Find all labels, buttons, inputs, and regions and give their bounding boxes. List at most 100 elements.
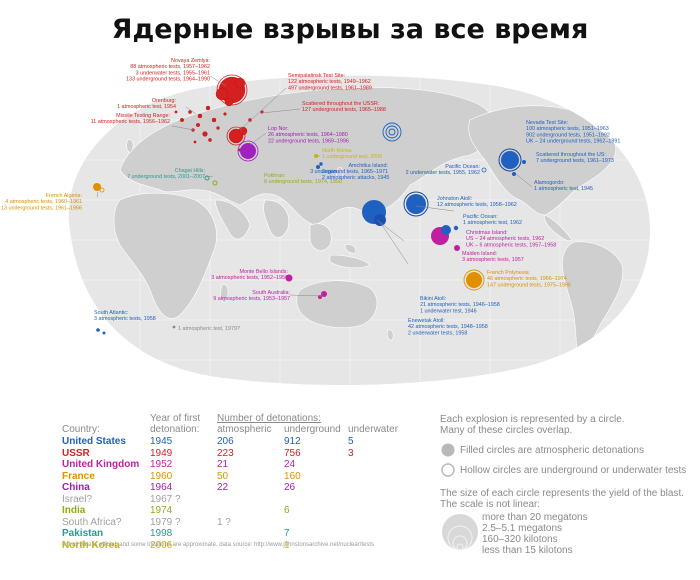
map-label-line: 1 atmospheric test, 1962 — [463, 220, 522, 226]
legend-intro-1: Each explosion is represented by a circl… — [440, 414, 625, 425]
underground-cell: 26 — [284, 482, 296, 493]
map-label-line: 122 atmospheric tests, 1949–1962 — [288, 79, 371, 85]
year-cell: 1945 — [150, 436, 173, 447]
map-label-line: 2 atmospheric attacks, 1945 — [322, 175, 389, 181]
map-label-line: UK – 6 atmospheric tests, 1957–1958 — [466, 242, 556, 248]
map-label: Japan: 2 atmospheric attacks, 1945 — [322, 169, 389, 181]
map-label-line: 902 underground tests, 1951–1992 — [526, 132, 610, 138]
map-label-name: French Polynesia: — [487, 270, 530, 276]
country-cell: South Africa? — [62, 516, 122, 528]
col-uw-header: underwater — [348, 424, 399, 435]
year-cell: 1967 ? — [150, 493, 181, 505]
map-label-name: Chagai Hills: — [175, 168, 205, 174]
legend-filled: Filled circles are atmospheric detonatio… — [460, 445, 644, 456]
map-label-line: US – 24 atmospheric tests, 1962 — [466, 236, 544, 242]
detonation-circles — [93, 74, 526, 335]
map-label-name: Pacific Ocean: — [445, 164, 480, 170]
leader-lines — [96, 75, 533, 297]
underground-cell: 24 — [284, 459, 296, 470]
col-country-header: Country: — [62, 424, 100, 435]
country-cell: Pakistan — [62, 528, 104, 539]
map-label-line: 497 underground tests, 1961–1989 — [288, 85, 372, 91]
col-year-header-line2: detonation: — [150, 424, 200, 435]
map-label-name: Amchitka Island: — [348, 163, 388, 169]
map-label-line: 1 atmospheric test, 1954 — [117, 104, 176, 110]
col-group-header: Number of detonations: — [217, 413, 321, 424]
legend-size-2: The scale is not linear: — [440, 499, 541, 510]
map-labels: Novaya Zemlya: 88 atmospheric tests, 1957… — [1, 58, 620, 336]
atmospheric-cell: 206 — [217, 436, 234, 447]
map-label-name: Orenburg: — [152, 98, 176, 104]
map-label: Johnston Atoll: 12 atmospheric tests, 195… — [437, 196, 517, 208]
underground-cell: 756 — [284, 447, 301, 459]
map-label-line: 1 atmospheric test, 1945 — [534, 186, 593, 192]
map-label: Orenburg: 1 atmospheric test, 1954 — [117, 98, 176, 110]
map-label: Novaya Zemlya: 88 atmospheric tests, 1957… — [126, 58, 210, 83]
map-label: Chagai Hills: 7 underground tests, 2001–2… — [127, 168, 205, 180]
map-label-name: Alamogordo: — [534, 180, 565, 186]
map-label: Enewetak Atoll: 42 atmospheric tests, 194… — [408, 318, 488, 336]
map-label: French Algeria: 4 atmospheric tests, 1960… — [1, 193, 82, 211]
map-label-name: Novaya Zemlya: — [171, 58, 210, 64]
world-map: Novaya Zemlya: 88 atmospheric tests, 1957… — [1, 58, 651, 386]
year-cell: 1979 ? — [150, 516, 181, 528]
map-label-line: 6 underground tests, 1974, 1998 — [264, 179, 342, 185]
col-und-header: underground — [284, 424, 341, 435]
map-label-line: 3 atmospheric tests, 1958 — [94, 316, 156, 322]
country-cell: United States — [62, 436, 126, 447]
map-label: North Korea: 1 underground test, 2006 — [322, 148, 382, 160]
map-label-name: Pacific Ocean: — [463, 214, 498, 220]
map-label: Christmas Island: US – 24 atmospheric tes… — [466, 230, 556, 248]
map-label-line: 2 underwater tests, 1958 — [408, 330, 467, 336]
map-label: Amchitka Island: 3 underground tests, 196… — [310, 163, 388, 175]
map-label-name: Lop Nor: — [268, 126, 289, 132]
atmospheric-cell: 1 ? — [217, 516, 231, 528]
atmospheric-cell: 50 — [217, 470, 229, 482]
map-label-name: Bikini Atoll: — [420, 296, 446, 302]
map-label: Pacific Ocean: 2 underwater tests, 1955, … — [406, 164, 480, 176]
hollow-circle-icon — [441, 463, 455, 477]
legend-intro-2: Many of these circles overlap. — [440, 425, 573, 436]
underwater-cell: 5 — [348, 436, 354, 447]
map-label-name: Missile Testing Range: — [116, 113, 170, 119]
map-label-line: 3 underground tests, 1965–1971 — [310, 169, 388, 175]
map-label: Pacific Ocean: 1 atmospheric test, 1962 — [463, 214, 522, 226]
country-cell: USSR — [62, 447, 90, 459]
map-label-line: 147 underground tests, 1975–1996 — [487, 282, 571, 288]
map-label-line: 1 underground test, 2006 — [322, 154, 382, 160]
scale-label-1: more than 20 megatons — [482, 512, 588, 523]
map-label-name: Semipalatinsk Test Site: — [288, 73, 345, 79]
atmospheric-cell: 22 — [217, 482, 229, 493]
map-label: Missile Testing Range: 11 atmospheric tes… — [91, 113, 170, 125]
map-label: Nevada Test Site: 100 atmospheric tests, … — [526, 120, 620, 145]
map-label-line: 100 atmospheric tests, 1951–1963 — [526, 126, 609, 132]
map-label-line: UK – 24 underground tests, 1962–1991 — [526, 139, 620, 145]
country-cell: Israel? — [62, 493, 93, 505]
year-cell: 1964 — [150, 482, 173, 493]
map-label: South Australia: 9 atmospheric tests, 195… — [213, 290, 290, 302]
map-label: Bikini Atoll: 21 atmospheric tests, 1946–… — [420, 296, 500, 314]
map-label: Semipalatinsk Test Site: 122 atmospheric … — [288, 73, 372, 91]
map-label: Malden Island: 3 atmospheric tests, 1957 — [462, 251, 524, 263]
map-label-line: 3 underwater tests, 1955–1961 — [136, 70, 210, 76]
map-label-line: 21 atmospheric tests, 1946–1958 — [420, 302, 500, 308]
map-label-name: Malden Island: — [462, 251, 497, 257]
greenland-landmass — [579, 87, 631, 125]
map-label-line: 2 underwater tests, 1955, 1962 — [406, 170, 480, 176]
map-label: Pokhran: 6 underground tests, 1974, 1998 — [264, 173, 342, 185]
map-label-name: South Atlantic: — [94, 310, 128, 316]
map-label-name: Japan: — [322, 169, 338, 175]
year-cell: 1998 — [150, 528, 173, 539]
map-label-name: Scattered throughout the US: — [536, 152, 606, 158]
map-label-line: 9 atmospheric tests, 1953–1957 — [213, 296, 290, 302]
map-label-line: 133 underground tests, 1964–1990 — [126, 77, 210, 83]
map-label-line: 13 underground tests, 1961–1966 — [1, 205, 82, 211]
underwater-cell: 3 — [348, 447, 354, 459]
legend-size-1: The size of each circle represents the y… — [440, 488, 685, 499]
atmospheric-cell: 21 — [217, 459, 229, 470]
col-year-header-line1: Year of first — [150, 413, 201, 424]
year-cell: 1974 — [150, 505, 173, 516]
map-label-name: Christmas Island: — [466, 230, 508, 236]
map-label-line: 26 atmospheric tests, 1964–1980 — [268, 132, 348, 138]
map-label-line: 7 underground tests, 1961–1973 — [536, 158, 614, 164]
